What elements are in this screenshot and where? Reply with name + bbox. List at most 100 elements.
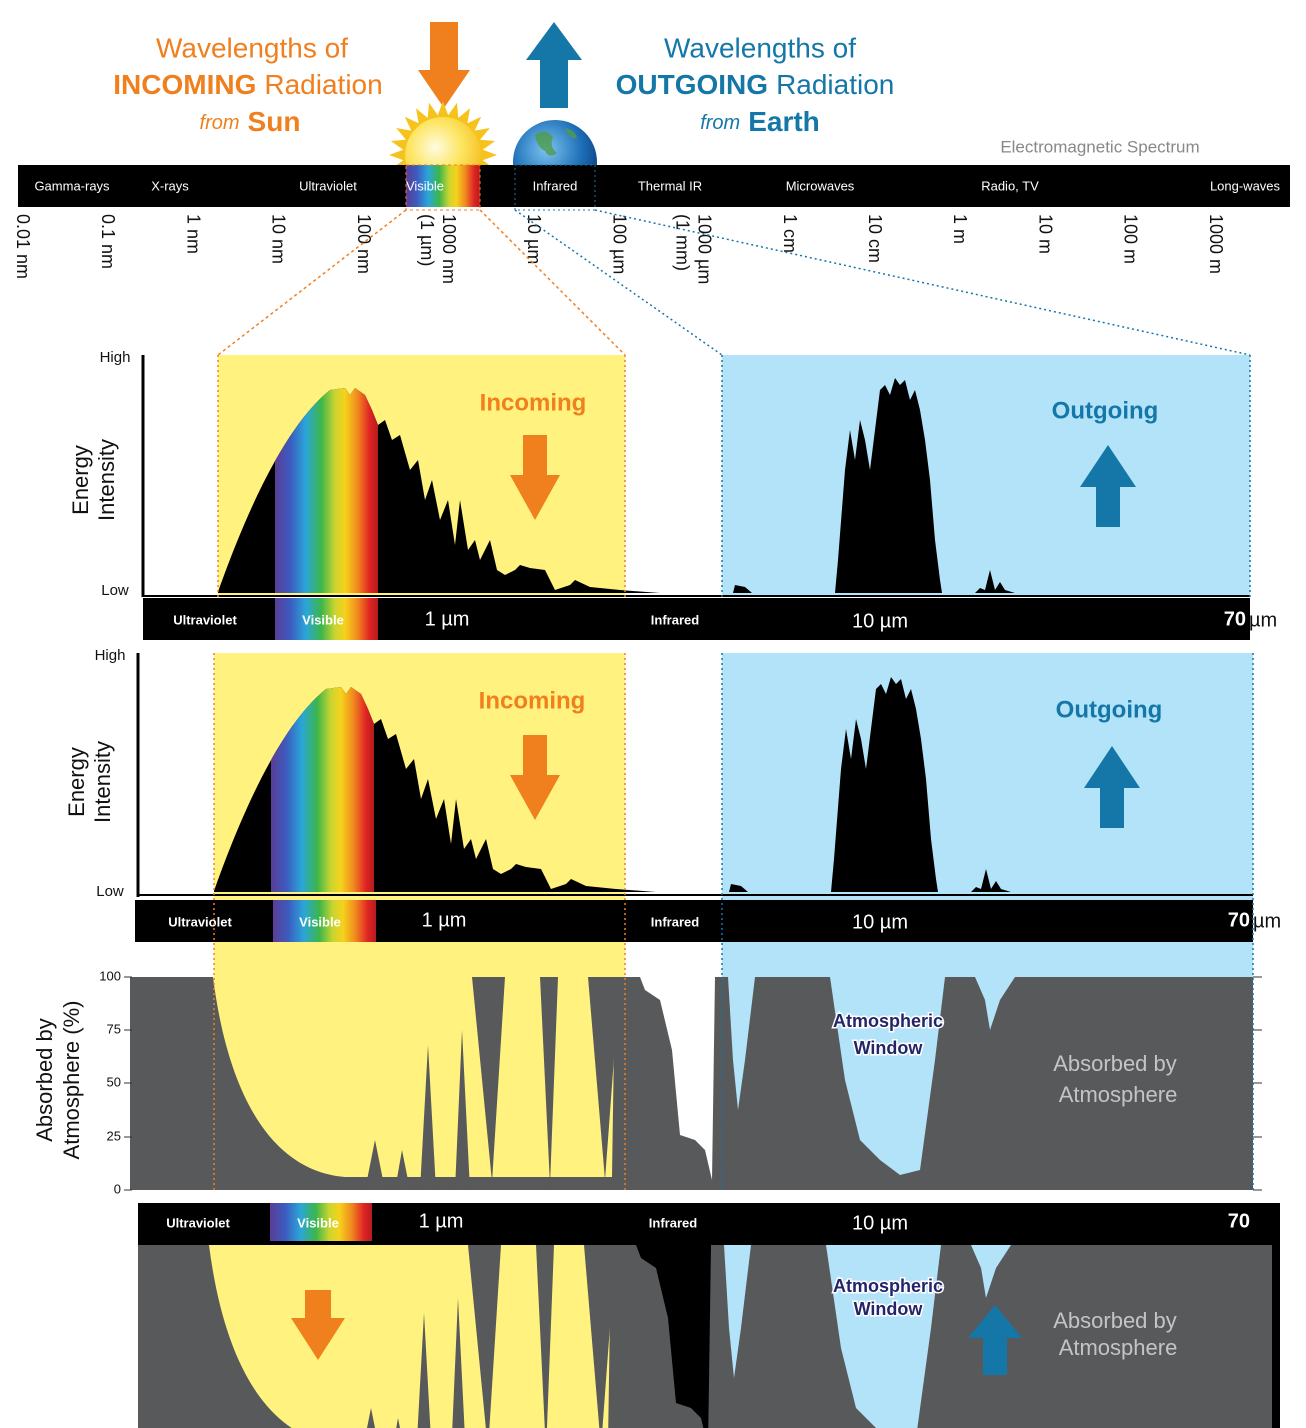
axis-label: Infrared xyxy=(651,612,699,627)
axis-label: 1 µm xyxy=(419,1210,464,1232)
wavelength-scale: 0.01 nm 0.1 nm 1 nm 10 nm 100 nm 1000 nm(1 µm… xyxy=(13,214,1226,284)
title-line: from Sun xyxy=(200,106,301,137)
label-line: Window xyxy=(854,1038,924,1058)
axis-label: 10 µm xyxy=(852,911,908,933)
scale-line: 0.01 nm xyxy=(13,214,33,279)
axis-label: Ultraviolet xyxy=(173,612,237,627)
scale-line: 1 cm xyxy=(780,214,800,253)
scale-line: 100 m xyxy=(1121,214,1141,264)
infographic: Wavelengths of INCOMINGRadiation fromSun… xyxy=(0,0,1306,1428)
band-label: Infrared xyxy=(533,178,578,193)
outgoing-label: Outgoing xyxy=(1056,696,1163,723)
y-tick-label: 100 xyxy=(99,968,121,983)
scale-label: 0.01 nm xyxy=(13,214,33,279)
scale-label: 100 nm xyxy=(354,214,374,274)
scale-line: 1000 nm xyxy=(439,214,459,284)
scale-label: 1000 m xyxy=(1206,214,1226,274)
scale-label: 1 m xyxy=(950,214,970,244)
emphasis: OUTGOING xyxy=(616,69,768,100)
y-label: EnergyIntensity xyxy=(68,439,119,521)
label-line: Atmospheric xyxy=(833,1276,943,1296)
scale-label: 100 µm xyxy=(610,214,630,274)
y-tick-label: 75 xyxy=(107,1021,121,1036)
scale-label: 1 cm xyxy=(780,214,800,253)
scale-label: 100 m xyxy=(1121,214,1141,264)
label-line: Atmosphere xyxy=(1059,1082,1178,1107)
y-tick-label: 50 xyxy=(107,1074,121,1089)
emphasis: INCOMING xyxy=(113,69,256,100)
low-label: Low xyxy=(101,582,129,599)
up-arrow xyxy=(526,22,582,108)
scale-line: (1 mm) xyxy=(673,214,693,271)
title-word: from xyxy=(700,112,740,134)
band-label: X-rays xyxy=(151,178,189,193)
down-arrow xyxy=(418,22,470,108)
scale-line: 0.1 nm xyxy=(98,214,118,269)
scale-line: 1000 m xyxy=(1206,214,1226,274)
zoom-line xyxy=(480,210,625,355)
label-line: Energy xyxy=(68,445,93,515)
outgoing-band xyxy=(722,355,1250,597)
label-line: Atmospheric xyxy=(833,1011,943,1031)
axis-label: Visible xyxy=(299,914,341,929)
band-label: Gamma-rays xyxy=(34,178,110,193)
y-tick-label: 25 xyxy=(107,1128,121,1143)
scale-label: 1000 nm(1 µm) xyxy=(417,214,459,284)
axis-label: Ultraviolet xyxy=(166,1215,230,1230)
label-line: Absorbed by xyxy=(32,1018,57,1142)
title-line: Wavelengths of xyxy=(664,32,856,63)
y-ticks: 100 75 50 25 0 xyxy=(99,968,121,1196)
axis-label: Visible xyxy=(302,612,344,627)
axis-label: 70 xyxy=(1228,909,1250,931)
axis-label: 1 µm xyxy=(422,909,467,931)
scale-line: 1000 µm xyxy=(695,214,715,284)
axis-label: Infrared xyxy=(649,1215,697,1230)
scale-label: 10 m xyxy=(1036,214,1056,254)
outgoing-title: Wavelengths of OUTGOING Radiation from Ear… xyxy=(616,32,895,137)
incoming-label: Incoming xyxy=(479,687,586,714)
scale-line: 100 µm xyxy=(610,214,630,274)
incoming-label: Incoming xyxy=(480,389,587,416)
band-label: Ultraviolet xyxy=(299,178,357,193)
axis-label: 10 µm xyxy=(852,610,908,632)
axis-label: Infrared xyxy=(651,914,699,929)
axis-label: 1 µm xyxy=(425,608,470,630)
scale-line: 1 m xyxy=(950,214,970,244)
axis-label: 10 µm xyxy=(852,1212,908,1234)
y-tick-label: 0 xyxy=(114,1181,121,1196)
high-label: High xyxy=(100,349,131,366)
scale-line: 10 m xyxy=(1036,214,1056,254)
label-line: Intensity xyxy=(90,741,115,823)
axis-label: 70 xyxy=(1224,608,1246,630)
transmitted-visible xyxy=(209,1245,616,1428)
spectrum-title: Electromagnetic Spectrum xyxy=(1000,137,1199,156)
scale-label: 1 nm xyxy=(184,214,204,254)
title-word: Radiation xyxy=(776,69,894,100)
title-line: OUTGOING Radiation xyxy=(616,69,895,100)
label-line: Absorbed by xyxy=(1053,1051,1177,1076)
scale-label: 10 nm xyxy=(269,214,289,264)
scale-line: (1 µm) xyxy=(417,214,437,266)
band-label: Radio, TV xyxy=(981,178,1039,193)
axis-unit: µm xyxy=(1249,609,1277,631)
band-label: Visible xyxy=(406,178,444,193)
label-line: Atmosphere xyxy=(1059,1335,1178,1360)
zoom-line xyxy=(595,210,1250,355)
axis-label: Visible xyxy=(297,1215,339,1230)
title-line: Wavelengths of xyxy=(156,32,348,63)
scale-line: 10 nm xyxy=(269,214,289,264)
title-word: Earth xyxy=(748,106,820,137)
title-line: from Earth xyxy=(700,106,820,137)
axis-label: 70 xyxy=(1228,1210,1250,1232)
label-line: Window xyxy=(854,1299,924,1319)
title-word: from xyxy=(200,112,240,134)
title-word: Sun xyxy=(248,106,301,137)
scale-label: 1000 µm(1 mm) xyxy=(673,214,715,284)
axis-unit: µm xyxy=(1253,910,1281,932)
band-label: Microwaves xyxy=(786,178,855,193)
scale-line: 1 nm xyxy=(184,214,204,254)
axis-label: Ultraviolet xyxy=(168,914,232,929)
scale-line: 100 nm xyxy=(354,214,374,274)
